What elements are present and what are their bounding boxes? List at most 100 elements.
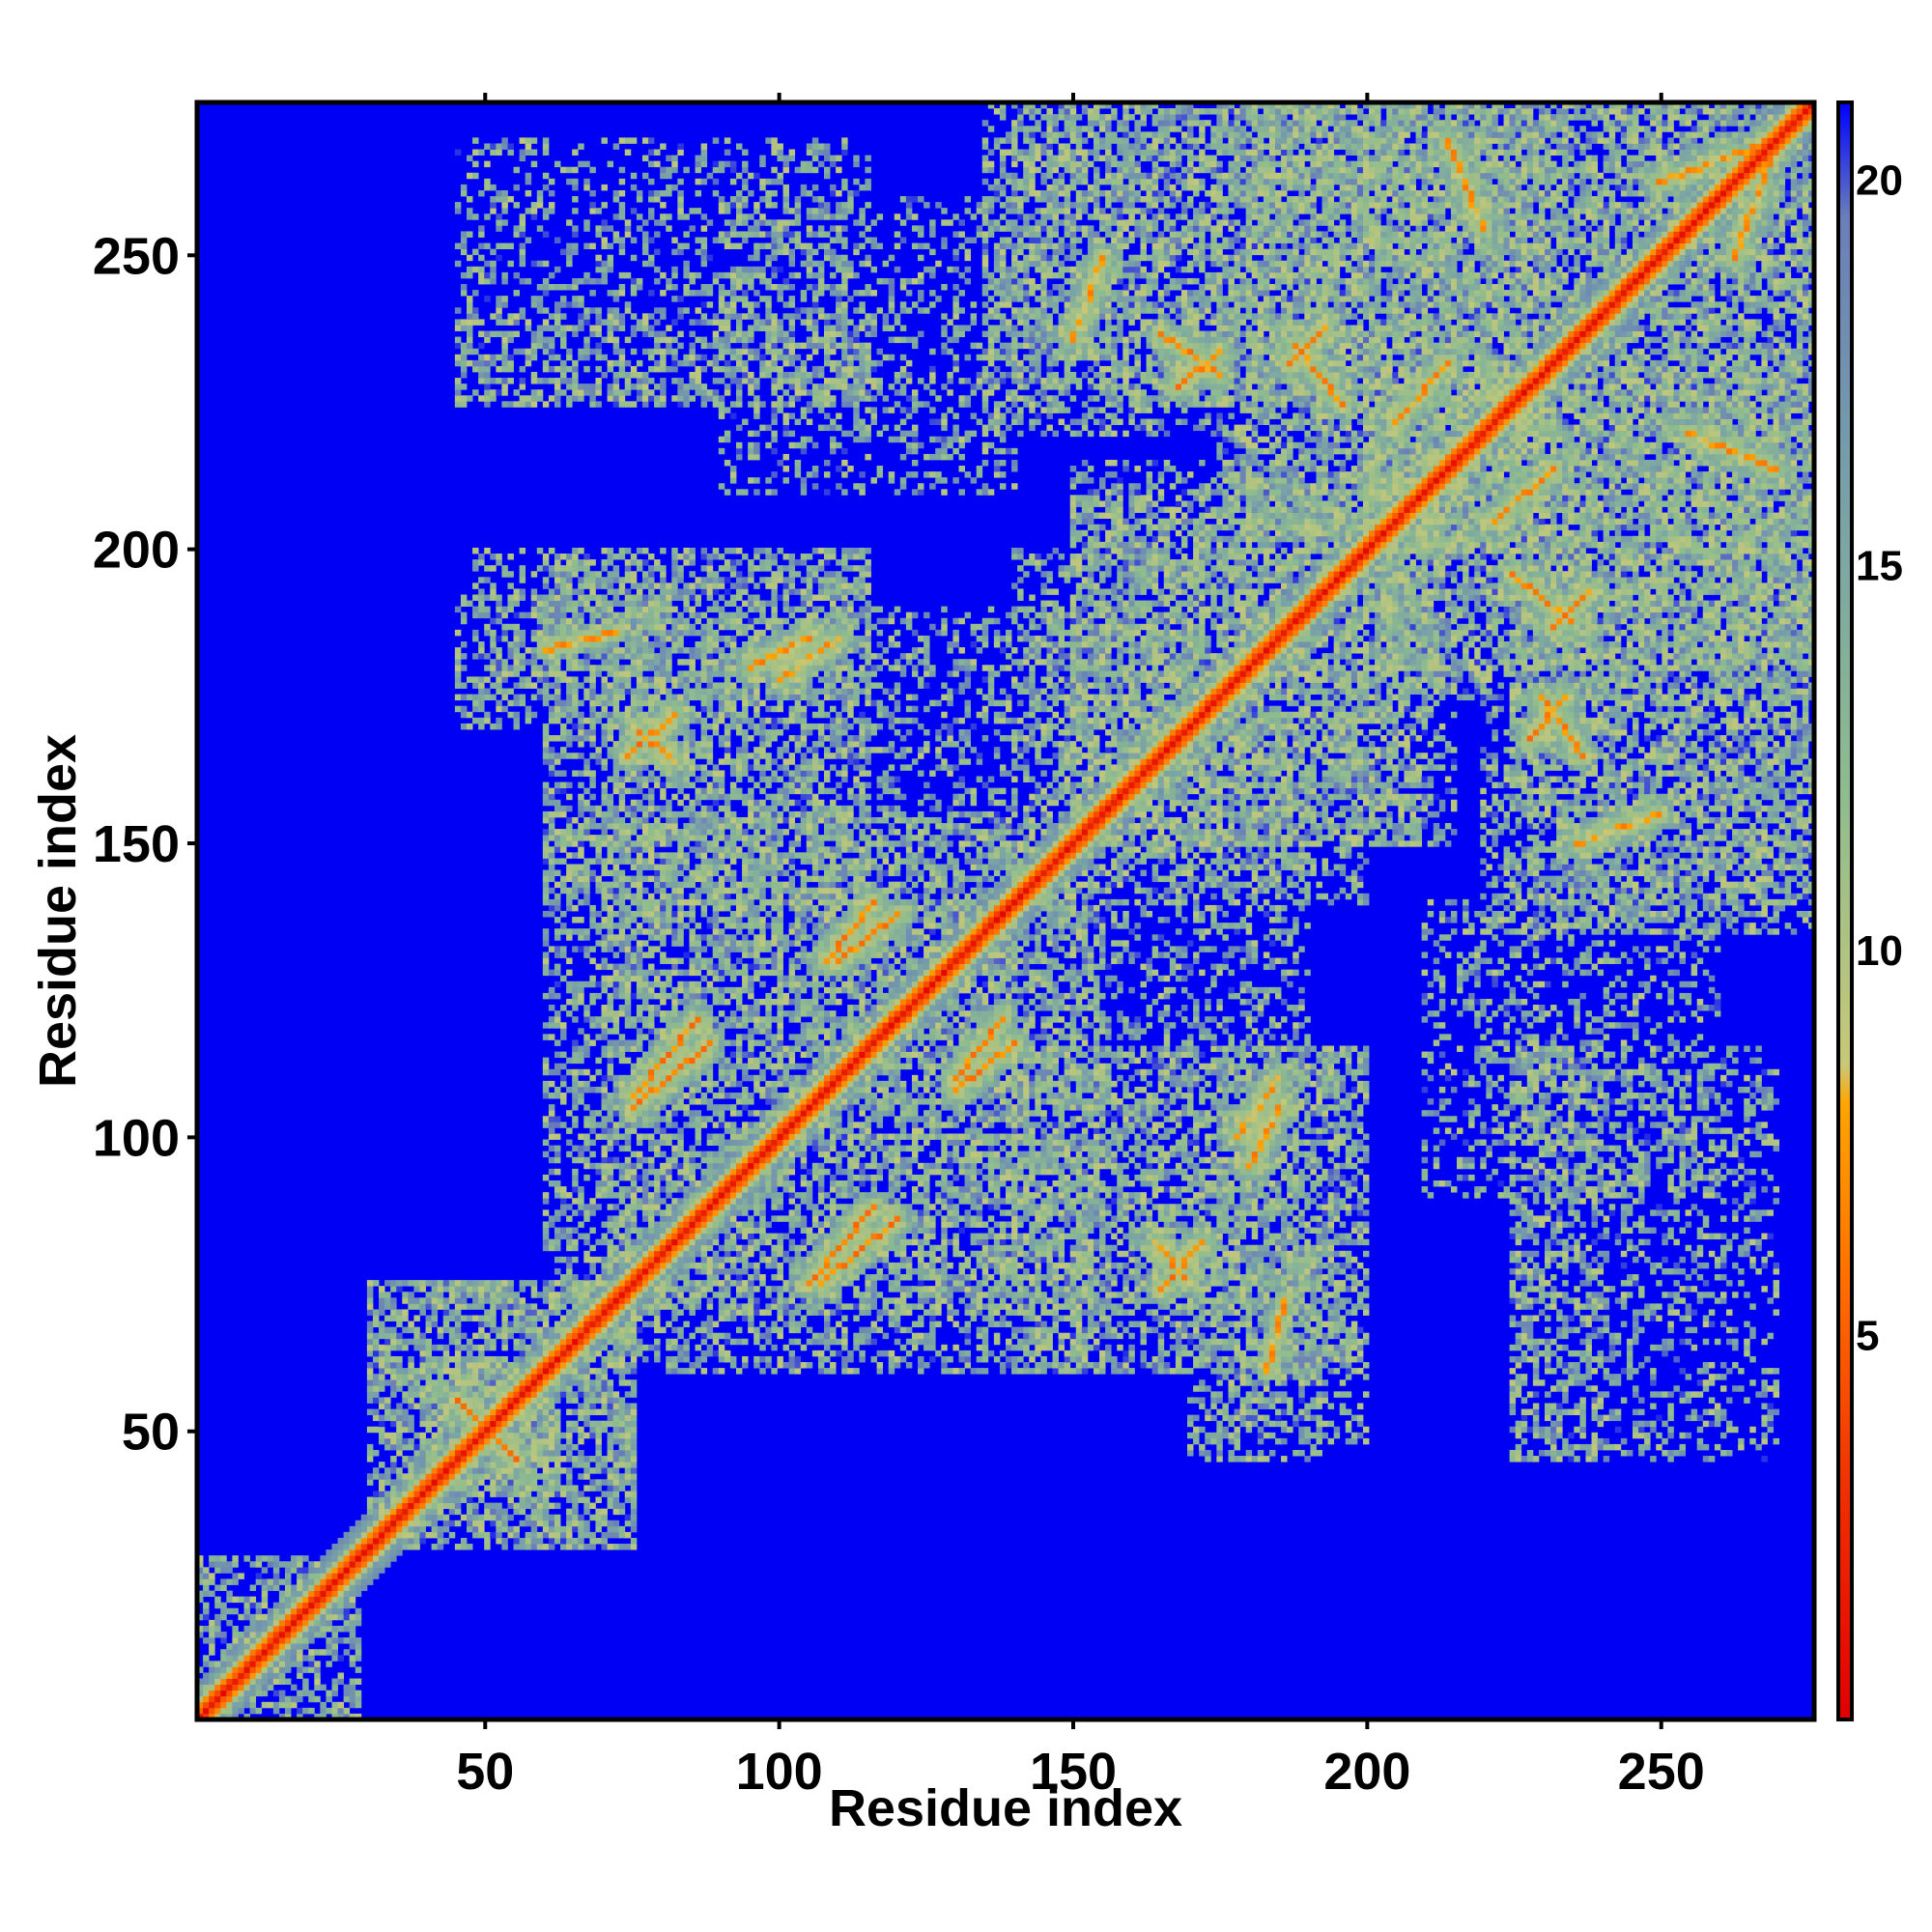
heatmap-cell	[373, 1503, 379, 1509]
heatmap-cell	[514, 1409, 520, 1415]
heatmap-cell	[583, 161, 589, 167]
heatmap-cell	[467, 1374, 472, 1379]
heatmap-cell	[642, 1286, 648, 1292]
heatmap-cell	[583, 1239, 589, 1245]
heatmap-cell	[526, 1321, 531, 1327]
heatmap-cell	[531, 1538, 537, 1544]
heatmap-cell	[613, 695, 619, 700]
heatmap-cell	[566, 1544, 572, 1549]
heatmap-cell	[501, 1444, 507, 1450]
heatmap-cell	[578, 917, 583, 923]
heatmap-cell	[426, 1303, 432, 1309]
heatmap-cell	[514, 1339, 520, 1345]
heatmap-cell	[484, 372, 490, 378]
heatmap-cell	[572, 689, 578, 695]
heatmap-cell	[642, 718, 648, 724]
heatmap-cell	[631, 1198, 637, 1204]
heatmap-cell	[625, 840, 631, 846]
heatmap-cell	[637, 940, 642, 946]
heatmap-cell	[619, 1444, 625, 1450]
heatmap-cell	[619, 829, 625, 835]
heatmap-cell	[432, 1292, 438, 1297]
heatmap-cell	[549, 1356, 554, 1362]
heatmap-cell	[572, 1456, 578, 1462]
heatmap-cell	[637, 1175, 642, 1180]
heatmap-cell	[484, 1485, 490, 1491]
heatmap-cell	[320, 1702, 326, 1708]
heatmap-cell	[648, 196, 654, 202]
heatmap-cell	[379, 1303, 384, 1309]
heatmap-cell	[625, 1169, 631, 1175]
heatmap-cell	[637, 559, 642, 565]
heatmap-cell	[244, 1555, 250, 1561]
heatmap-cell	[572, 296, 578, 301]
heatmap-cell	[648, 607, 654, 612]
heatmap-cell	[595, 1058, 601, 1064]
heatmap-cell	[566, 588, 572, 594]
heatmap-cell	[589, 1209, 595, 1215]
heatmap-cell	[426, 1316, 432, 1321]
heatmap-cell	[402, 1444, 408, 1450]
heatmap-cell	[560, 770, 566, 776]
heatmap-cell	[560, 378, 566, 384]
heatmap-cell	[583, 1280, 589, 1286]
heatmap-cell	[490, 1385, 496, 1391]
heatmap-cell	[613, 1356, 619, 1362]
heatmap-cell	[625, 607, 631, 612]
heatmap-cell	[560, 1098, 566, 1104]
heatmap-cell	[390, 1374, 396, 1379]
heatmap-cell	[472, 676, 478, 682]
heatmap-cell	[507, 1286, 513, 1292]
heatmap-cell	[637, 706, 642, 712]
heatmap-cell	[648, 753, 654, 758]
heatmap-cell	[220, 1614, 226, 1620]
heatmap-cell	[285, 1591, 291, 1597]
heatmap-cell	[566, 1234, 572, 1239]
heatmap-cell	[602, 905, 608, 911]
heatmap-cell	[625, 1245, 631, 1251]
heatmap-cell	[589, 1303, 595, 1309]
heatmap-cell	[520, 1345, 526, 1350]
heatmap-cell	[262, 1649, 268, 1655]
heatmap-cell	[608, 777, 613, 782]
heatmap-cell	[631, 1297, 637, 1303]
heatmap-cell	[419, 1450, 425, 1456]
heatmap-cell	[642, 1251, 648, 1257]
heatmap-cell	[560, 343, 566, 349]
heatmap-cell	[326, 1597, 331, 1603]
heatmap-cell	[526, 712, 531, 718]
heatmap-cell	[578, 852, 583, 858]
heatmap-cell	[583, 559, 589, 565]
heatmap-cell	[438, 1391, 443, 1397]
heatmap-cell	[578, 823, 583, 829]
heatmap-cell	[637, 1093, 642, 1098]
heatmap-cell	[413, 1368, 419, 1374]
heatmap-cell	[367, 1333, 373, 1339]
heatmap-cell	[648, 325, 654, 330]
heatmap-cell	[461, 706, 467, 712]
heatmap-cell	[467, 1503, 472, 1509]
heatmap-cell	[291, 1685, 297, 1690]
heatmap-cell	[572, 301, 578, 307]
heatmap-cell	[520, 378, 526, 384]
heatmap-cell	[361, 1578, 367, 1584]
heatmap-cell	[396, 1415, 402, 1421]
heatmap-cell	[602, 1327, 608, 1333]
heatmap-cell	[549, 1127, 554, 1133]
heatmap-cell	[631, 559, 637, 565]
heatmap-cell	[543, 1316, 549, 1321]
heatmap-cell	[449, 1292, 455, 1297]
heatmap-cell	[501, 1544, 507, 1549]
heatmap-cell	[244, 1626, 250, 1632]
heatmap-cell	[648, 1093, 654, 1098]
heatmap-cell	[273, 1620, 279, 1626]
heatmap-cell	[566, 630, 572, 636]
heatmap-cell	[379, 1515, 384, 1520]
heatmap-cell	[543, 343, 549, 349]
heatmap-cell	[583, 1345, 589, 1350]
heatmap-cell	[320, 1608, 326, 1614]
heatmap-cell	[602, 934, 608, 940]
heatmap-cell	[631, 594, 637, 600]
heatmap-cell	[560, 1075, 566, 1081]
heatmap-cell	[461, 366, 467, 372]
